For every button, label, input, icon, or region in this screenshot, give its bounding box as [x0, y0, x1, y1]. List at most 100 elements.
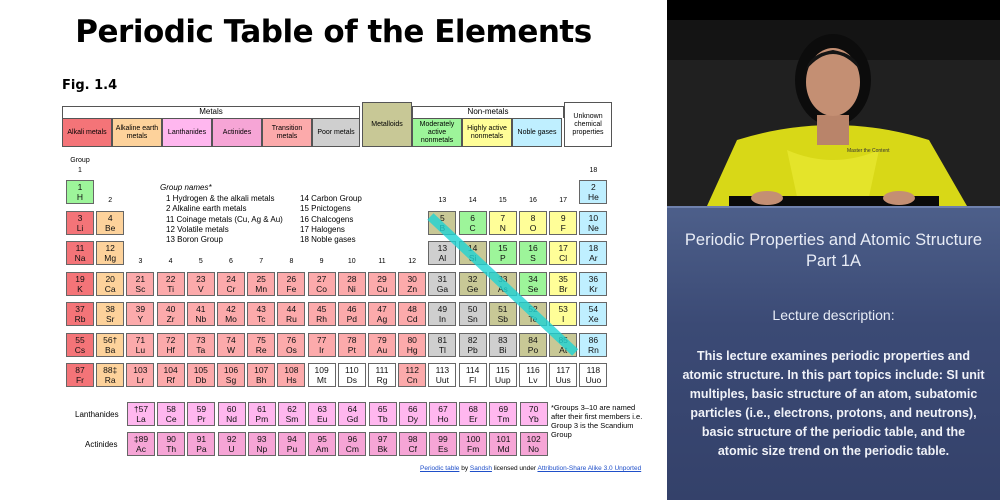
element-Ni[interactable]: 28 Ni [337, 271, 366, 296]
element-Mt[interactable]: 109 Mt [307, 363, 336, 387]
element-Rh[interactable]: 45 Rh [307, 302, 336, 326]
element-Nd[interactable]: 60 Nd [217, 402, 246, 426]
element-Tl[interactable]: 81 Tl [428, 332, 457, 357]
element-Uus[interactable]: 117 Uus [549, 363, 578, 387]
element-Nb[interactable]: 41 Nb [186, 302, 215, 326]
element-Zr[interactable]: 40 Zr [156, 302, 185, 326]
element-Te[interactable]: 52 Te [519, 302, 547, 326]
element-Np[interactable]: 93 Np [247, 432, 276, 456]
element-Uut[interactable]: 113 Uut [428, 363, 457, 387]
element-Rb[interactable]: 37 Rb [66, 302, 94, 326]
element-Br[interactable]: 35 Br [549, 271, 578, 296]
element-Cm[interactable]: 96 Cm [338, 432, 367, 456]
element-Na[interactable]: 11 Na [66, 241, 94, 265]
element-Si[interactable]: 14 Si [458, 241, 487, 265]
element-Ir[interactable]: 77 Ir [307, 332, 336, 357]
element-Gd[interactable]: 64 Gd [338, 402, 367, 426]
element-Ar[interactable]: 18 Ar [579, 241, 608, 265]
element-Hs[interactable]: 108 Hs [277, 363, 306, 387]
element-Xe[interactable]: 54 Xe [579, 302, 608, 326]
element-Ra[interactable]: 88‡ Ra [96, 363, 125, 387]
element-Yb[interactable]: 70 Yb [519, 402, 548, 426]
element-Cr[interactable]: 24 Cr [217, 271, 245, 296]
element-Sn[interactable]: 50 Sn [458, 302, 487, 326]
element-Po[interactable]: 84 Po [519, 332, 547, 357]
element-Ds[interactable]: 110 Ds [337, 363, 366, 387]
element-At[interactable]: 85 At [549, 332, 578, 357]
element-Co[interactable]: 27 Co [307, 271, 336, 296]
element-Rn[interactable]: 86 Rn [579, 332, 608, 357]
element-W[interactable]: 74 W [217, 332, 245, 357]
element-Lu[interactable]: 71 Lu [126, 332, 155, 357]
element-Hg[interactable]: 80 Hg [398, 332, 427, 357]
element-P[interactable]: 15 P [488, 241, 517, 265]
element-Mg[interactable]: 12 Mg [96, 241, 125, 265]
element-Fl[interactable]: 114 Fl [458, 363, 487, 387]
element-Sm[interactable]: 62 Sm [278, 402, 306, 426]
element-Li[interactable]: 3 Li [66, 210, 94, 235]
element-Cs[interactable]: 55 Cs [66, 332, 94, 357]
element-U[interactable]: 92 U [217, 432, 246, 456]
element-S[interactable]: 16 S [519, 241, 547, 265]
element-Y[interactable]: 39 Y [126, 302, 155, 326]
element-V[interactable]: 23 V [186, 271, 215, 296]
element-Sb[interactable]: 51 Sb [488, 302, 517, 326]
element-Cl[interactable]: 17 Cl [549, 241, 578, 265]
element-Ge[interactable]: 32 Ge [458, 271, 487, 296]
element-Sr[interactable]: 38 Sr [96, 302, 125, 326]
element-Ho[interactable]: 67 Ho [429, 402, 457, 426]
element-Fe[interactable]: 26 Fe [277, 271, 306, 296]
element-Lr[interactable]: 103 Lr [126, 363, 155, 387]
credit-link-periodic-table[interactable]: Periodic table [420, 465, 460, 472]
element-As[interactable]: 33 As [488, 271, 517, 296]
element-La[interactable]: †57 La [127, 402, 155, 426]
lecturer-video[interactable]: Master the Content [667, 20, 1000, 206]
element-Fm[interactable]: 100 Fm [459, 432, 488, 456]
element-Dy[interactable]: 66 Dy [398, 402, 427, 426]
element-Rg[interactable]: 111 Rg [368, 363, 396, 387]
element-Be[interactable]: 4 Be [96, 210, 125, 235]
element-Sc[interactable]: 21 Sc [126, 271, 155, 296]
element-Cd[interactable]: 48 Cd [398, 302, 427, 326]
credit-link-license[interactable]: Attribution-Share Alike 3.0 Unported [537, 465, 642, 472]
element-Th[interactable]: 90 Th [157, 432, 186, 456]
element-Pb[interactable]: 82 Pb [458, 332, 487, 357]
element-Es[interactable]: 99 Es [429, 432, 457, 456]
element-Os[interactable]: 76 Os [277, 332, 306, 357]
element-Ga[interactable]: 31 Ga [428, 271, 457, 296]
element-Ru[interactable]: 44 Ru [277, 302, 306, 326]
element-Ba[interactable]: 56† Ba [96, 332, 125, 357]
element-Bk[interactable]: 97 Bk [368, 432, 397, 456]
element-Hf[interactable]: 72 Hf [156, 332, 185, 357]
element-Tc[interactable]: 43 Tc [247, 302, 276, 326]
element-Uuo[interactable]: 118 Uuo [579, 363, 608, 387]
element-Sg[interactable]: 106 Sg [217, 363, 245, 387]
element-No[interactable]: 102 No [519, 432, 548, 456]
element-Al[interactable]: 13 Al [428, 241, 457, 265]
element-Am[interactable]: 95 Am [308, 432, 337, 456]
element-Pu[interactable]: 94 Pu [278, 432, 306, 456]
element-Tm[interactable]: 69 Tm [489, 402, 518, 426]
element-In[interactable]: 49 In [428, 302, 457, 326]
element-Tb[interactable]: 65 Tb [368, 402, 397, 426]
element-Db[interactable]: 105 Db [186, 363, 215, 387]
element-Ti[interactable]: 22 Ti [156, 271, 185, 296]
element-Fr[interactable]: 87 Fr [66, 363, 94, 387]
element-Er[interactable]: 68 Er [459, 402, 488, 426]
element-Ag[interactable]: 47 Ag [368, 302, 396, 326]
credit-link-author[interactable]: Sandsh [469, 465, 492, 472]
element-Cu[interactable]: 29 Cu [368, 271, 396, 296]
element-Pr[interactable]: 59 Pr [187, 402, 216, 426]
element-Ac[interactable]: ‡89 Ac [127, 432, 155, 456]
element-Cf[interactable]: 98 Cf [398, 432, 427, 456]
element-Ca[interactable]: 20 Ca [96, 271, 125, 296]
element-He[interactable]: 2 He [579, 180, 608, 204]
element-Mo[interactable]: 42 Mo [217, 302, 245, 326]
element-Mn[interactable]: 25 Mn [247, 271, 276, 296]
element-Re[interactable]: 75 Re [247, 332, 276, 357]
element-Rf[interactable]: 104 Rf [156, 363, 185, 387]
